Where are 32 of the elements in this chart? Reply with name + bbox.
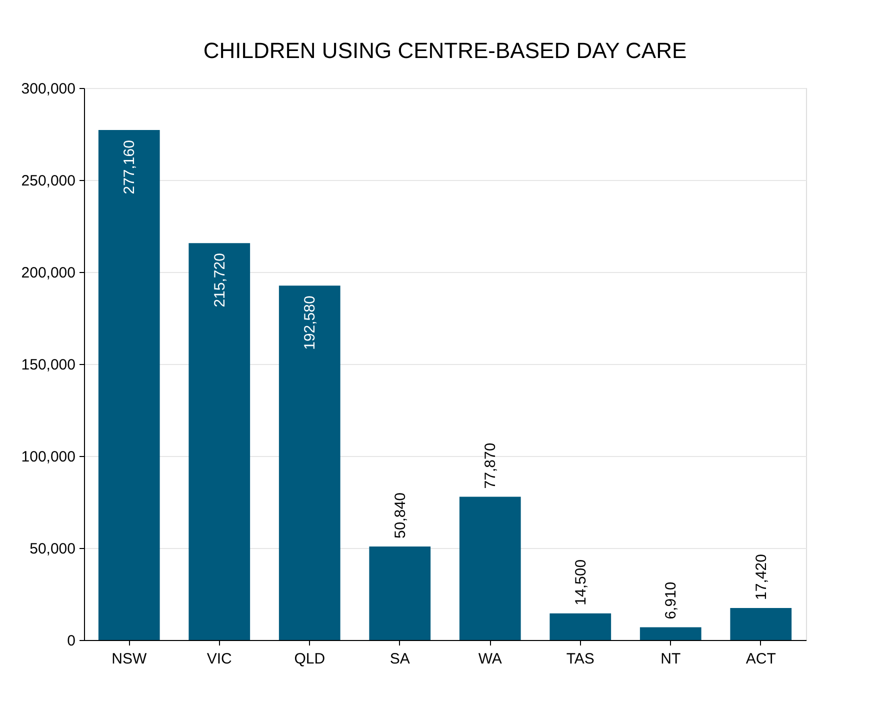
x-tick-label: NT	[660, 650, 681, 668]
x-tick-label: TAS	[566, 650, 594, 668]
x-tick-label: ACT	[746, 650, 776, 668]
x-tick-label: WA	[478, 650, 502, 668]
x-tick-label: SA	[390, 650, 410, 668]
data-label: 6,910	[662, 582, 680, 620]
data-label: 17,420	[752, 554, 770, 600]
y-tick-label: 250,000	[21, 172, 76, 190]
chart-title: CHILDREN USING CENTRE-BASED DAY CARE	[203, 38, 687, 63]
bar	[550, 613, 612, 640]
bar	[369, 546, 431, 640]
data-label: 77,870	[482, 442, 500, 489]
data-label: 192,580	[302, 296, 319, 350]
y-tick-label: 300,000	[21, 80, 76, 98]
data-label: 50,840	[392, 492, 409, 538]
data-label: 215,720	[211, 253, 228, 308]
data-label: 14,500	[572, 559, 590, 606]
x-tick-label: NSW	[112, 650, 148, 668]
bar	[98, 130, 160, 640]
bar	[278, 286, 340, 640]
bar	[188, 243, 250, 640]
bar	[730, 608, 792, 640]
data-label: 277,160	[121, 140, 138, 194]
y-tick-label: 100,000	[21, 448, 76, 466]
y-tick-label: 150,000	[21, 356, 76, 374]
x-tick-label: QLD	[294, 650, 326, 668]
y-tick-label: 0	[67, 632, 76, 650]
bar	[640, 627, 702, 640]
x-tick-label: VIC	[206, 650, 232, 668]
bar	[459, 496, 521, 640]
y-tick-label: 200,000	[21, 264, 76, 282]
y-tick-label: 50,000	[30, 540, 76, 558]
